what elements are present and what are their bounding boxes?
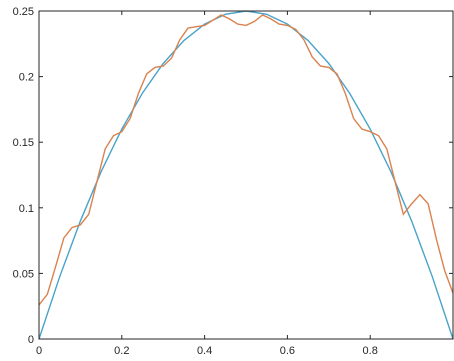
y-tick-label: 0.05	[13, 268, 34, 280]
axes-box	[38, 10, 454, 340]
x-tick-label: 0.2	[114, 345, 129, 357]
x-tick-label: 0.8	[363, 345, 378, 357]
plot-series	[38, 10, 454, 340]
x-tick-label: 0.6	[280, 345, 295, 357]
y-tick-label: 0	[28, 334, 34, 346]
axes	[38, 10, 454, 340]
series-2-line	[38, 14, 454, 306]
y-axis-ticks: 0 0.05 0.1 0.15 0.2 0.25	[13, 6, 453, 346]
x-tick-label: 0	[36, 345, 42, 357]
y-tick-label: 0.1	[19, 203, 34, 215]
y-tick-label: 0.25	[13, 6, 34, 18]
x-axis-ticks: 0 0.2 0.4 0.6 0.8	[36, 11, 378, 357]
y-tick-label: 0.2	[19, 72, 34, 84]
y-tick-label: 0.15	[13, 137, 34, 149]
x-tick-label: 0.4	[197, 345, 212, 357]
series-1-line	[38, 10, 454, 340]
